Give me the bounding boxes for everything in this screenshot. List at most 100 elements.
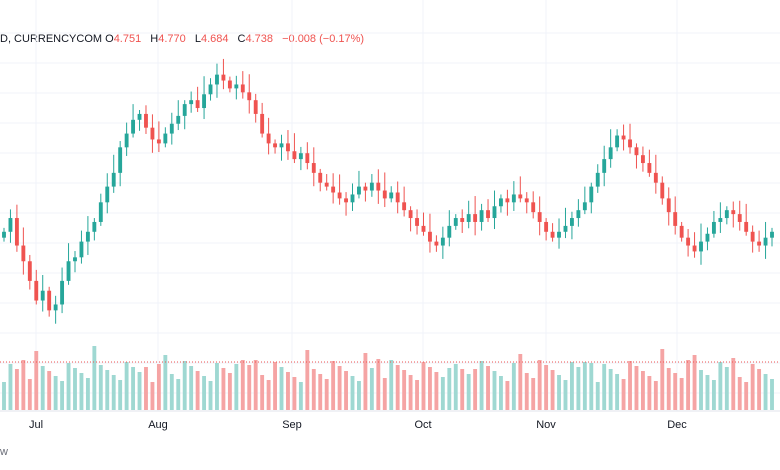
- candle-body: [376, 182, 381, 191]
- candle-body: [524, 198, 529, 203]
- candle-body: [589, 186, 594, 203]
- volume-bar: [608, 369, 613, 410]
- candle-body: [479, 210, 484, 222]
- candle-body: [486, 210, 490, 219]
- candle-body: [770, 231, 774, 238]
- open-label: O: [105, 33, 114, 45]
- volume-bar: [569, 362, 574, 410]
- volume-bar: [2, 382, 6, 410]
- x-tick-label: Nov: [536, 419, 556, 431]
- volume-bar: [21, 360, 26, 410]
- candle-body: [182, 104, 187, 116]
- volume-bar: [518, 354, 523, 410]
- volume-bar: [447, 368, 452, 410]
- volume-bar: [628, 361, 632, 410]
- volume-bar: [279, 367, 284, 410]
- volume-bar: [305, 350, 310, 410]
- candle-body: [234, 84, 239, 89]
- volume-bar: [189, 366, 194, 410]
- candle-body: [544, 221, 549, 232]
- candle-body: [305, 153, 310, 164]
- candle-body: [628, 139, 632, 148]
- volume-bar: [499, 376, 503, 410]
- volume-bar: [292, 377, 297, 410]
- candles: [2, 58, 774, 324]
- candle-body: [253, 100, 258, 114]
- volume-bar: [653, 381, 658, 410]
- candle-body: [344, 198, 348, 203]
- candle-body: [169, 123, 174, 134]
- volume-bar: [324, 379, 329, 410]
- candle-body: [518, 194, 523, 199]
- volume-bar: [286, 372, 290, 410]
- candle-body: [602, 159, 607, 173]
- candle-body: [421, 225, 426, 232]
- candle-body: [466, 214, 471, 222]
- candle-body: [111, 172, 116, 187]
- candle-body: [686, 237, 691, 246]
- candle-body: [718, 218, 723, 222]
- volume-bar: [266, 380, 271, 410]
- volume-bar: [73, 368, 77, 410]
- volume-bar: [621, 379, 626, 410]
- volume-bar: [273, 362, 277, 410]
- candle-body: [763, 237, 768, 246]
- candle-body: [369, 182, 374, 191]
- volume-bar: [66, 363, 71, 410]
- volume-bar: [770, 379, 774, 410]
- candle-body: [337, 192, 342, 199]
- candle-body: [286, 143, 290, 152]
- candle-body: [292, 151, 297, 160]
- volume-bar: [344, 371, 348, 410]
- candle-body: [434, 241, 439, 246]
- candle-body: [118, 147, 123, 173]
- volume-bar: [53, 376, 58, 410]
- volume-bar: [111, 375, 116, 410]
- x-tick-label: Aug: [148, 419, 168, 431]
- volume-bar: [363, 353, 368, 410]
- volume-bar: [699, 370, 703, 410]
- volume-bar: [511, 363, 516, 410]
- candle-body: [53, 304, 58, 311]
- volume-bar: [118, 380, 123, 410]
- candle-body: [673, 212, 678, 226]
- candle-body: [563, 225, 568, 232]
- volume-bar: [544, 365, 549, 410]
- high-value: 4.770: [158, 33, 186, 45]
- volume-bar: [589, 363, 594, 410]
- volume-bar: [350, 376, 355, 410]
- candle-body: [176, 115, 181, 124]
- volume-bar: [27, 379, 32, 410]
- volume-bar: [14, 369, 19, 410]
- x-tick-label: Sep: [282, 419, 302, 431]
- candle-body: [240, 84, 245, 93]
- volume-bar: [240, 360, 245, 410]
- volume-bar: [537, 360, 542, 410]
- candle-body: [150, 127, 155, 140]
- volume-bar: [195, 371, 200, 410]
- candle-body: [402, 202, 407, 211]
- volume-bar: [466, 374, 471, 410]
- volume-bar: [531, 378, 536, 410]
- candle-body: [453, 218, 458, 226]
- candle-body: [215, 74, 219, 85]
- volume-bar: [156, 364, 161, 410]
- candle-body: [576, 210, 581, 219]
- volume-bar: [647, 376, 652, 410]
- change-value: −0.008 (−0.17%): [282, 33, 365, 45]
- volume-bar: [8, 364, 13, 410]
- volume-bar: [311, 369, 316, 410]
- candle-body: [744, 221, 749, 232]
- x-tick-label: Oct: [414, 419, 431, 431]
- candle-body: [137, 113, 142, 120]
- volume-bar: [60, 381, 65, 410]
- candle-body: [440, 237, 445, 246]
- volume-bar: [105, 370, 110, 410]
- volume-bar: [150, 382, 155, 410]
- candle-body: [647, 163, 652, 173]
- volume-bar: [460, 369, 465, 410]
- candle-body: [363, 186, 368, 191]
- volume-bar: [718, 362, 723, 410]
- candle-body: [227, 80, 232, 89]
